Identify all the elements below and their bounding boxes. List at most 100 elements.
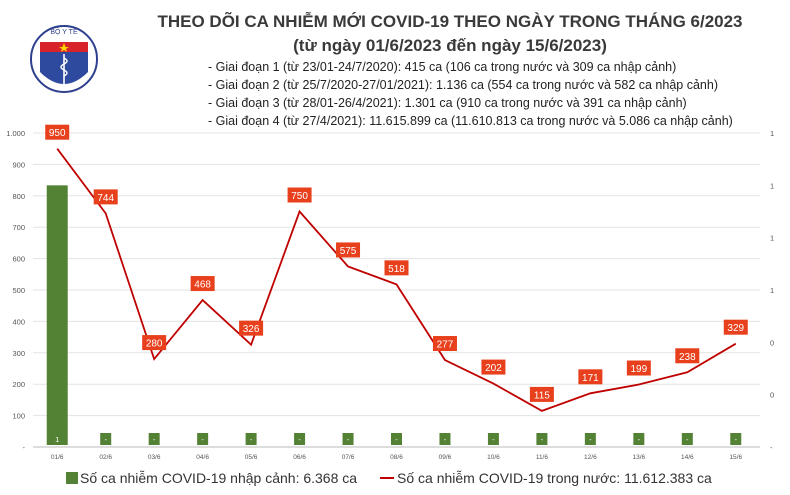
line-data-label-box [723,319,748,335]
x-tick-label: 11/6 [536,454,549,461]
line-data-label: 575 [340,246,357,257]
line-data-label-box [529,386,554,402]
line-data-label: 950 [49,128,66,139]
legend-swatch-line [380,477,394,479]
bar-data-label: - [298,435,301,444]
line-data-label-box [45,124,70,140]
line-series [56,148,737,412]
left-tick-label: - [23,443,26,452]
left-tick-label: 900 [12,160,25,169]
right-tick-label: - [770,443,773,452]
line-data-label: 468 [194,280,211,291]
right-tick-label: 1 [770,129,774,138]
bar [391,433,402,445]
line-data-label-box [384,260,409,276]
bar-data-label: - [541,435,544,444]
right-tick-label: 1 [770,286,774,295]
phase-3-note: - Giai đoạn 3 (từ 28/01-26/4/2021): 1.30… [208,96,687,110]
x-tick-label: 04/6 [196,454,209,461]
line-data-label: 744 [97,193,114,204]
x-tick-label: 09/6 [439,454,452,461]
line-data-label-box [578,369,603,385]
bar [439,433,451,445]
chart-subtitle: (từ ngày 01/6/2023 đến ngày 15/6/2023) [293,36,607,55]
line-data-label-box [190,276,215,292]
bar-data-label: - [347,435,350,444]
x-tick-label: 06/6 [293,454,306,461]
legend-item-domestic: Số ca nhiễm COVID-19 trong nước: 11.612.… [380,470,712,486]
ministry-of-health-logo: BỘ Y TẾ [30,25,98,93]
legend-label-domestic: Số ca nhiễm COVID-19 trong nước: 11.612.… [397,470,712,486]
line-data-label-box [142,335,167,351]
x-tick-label: 12/6 [584,454,597,461]
bar-data-label: - [686,435,689,444]
line-data-label: 199 [630,364,647,375]
x-tick-label: 03/6 [148,454,161,461]
line-data-label: 518 [388,264,405,275]
bar-data-label: - [250,435,253,444]
phase-2-note: - Giai đoạn 2 (từ 25/7/2020-27/01/2021):… [208,78,718,92]
bar-data-label: - [444,435,447,444]
bar [730,433,742,445]
right-tick-label: 0 [770,338,774,347]
left-tick-label: 500 [12,286,25,295]
bar-data-label: 1 [55,435,59,444]
line-data-label: 329 [727,323,744,334]
bar [46,185,68,446]
bar [197,433,209,445]
bar [342,433,354,445]
line-data-label-box [481,359,506,375]
line-data-label-box [626,360,651,376]
line-data-label-box [336,242,361,258]
bar-data-label: - [201,435,204,444]
x-tick-label: 07/6 [342,454,355,461]
line-data-label: 750 [291,191,308,202]
left-tick-label: 800 [12,192,25,201]
line-data-label: 277 [437,340,454,351]
bar [633,433,645,445]
line-data-label: 171 [582,373,599,384]
x-tick-label: 15/6 [729,454,742,461]
x-tick-label: 01/6 [51,454,64,461]
phase-4-note: - Giai đoạn 4 (từ 27/4/2021): 11.615.899… [208,114,733,128]
left-tick-label: 200 [12,380,25,389]
left-tick-label: 700 [12,223,25,232]
bar-data-label: - [638,435,641,444]
right-tick-label: 1 [770,234,774,243]
bar-data-label: - [492,435,495,444]
line-data-label-box [432,336,457,352]
right-tick-label: 1 [770,181,774,190]
bar-data-label: - [589,435,592,444]
line-data-label: 202 [485,363,502,374]
line-data-label: 326 [243,324,260,335]
legend-label-imported: Số ca nhiễm COVID-19 nhập cảnh: 6.368 ca [80,470,358,486]
x-tick-label: 10/6 [487,454,500,461]
line-data-label: 238 [679,352,696,363]
x-tick-label: 02/6 [99,454,112,461]
legend-item-imported: Số ca nhiễm COVID-19 nhập cảnh: 6.368 ca [66,470,357,486]
chart-title: THEO DÕI CA NHIỄM MỚI COVID-19 THEO NGÀY… [157,12,743,31]
bar [294,433,306,445]
x-tick-label: 14/6 [681,454,694,461]
left-tick-label: 600 [12,255,25,264]
bar [148,433,160,445]
left-tick-label: 1.000 [6,129,25,138]
bar [584,433,596,445]
line-data-label-box [675,348,700,364]
bar [487,433,499,445]
bar-data-label: - [395,435,398,444]
x-tick-label: 08/6 [390,454,403,461]
x-tick-label: 05/6 [245,454,258,461]
left-tick-label: 400 [12,317,25,326]
left-tick-label: 100 [12,412,25,421]
line-data-label: 280 [146,339,163,350]
bar-data-label: - [735,435,738,444]
bar [245,433,257,445]
bar-data-label: - [104,435,107,444]
bar [100,433,112,445]
legend-swatch-bar [66,472,78,484]
x-tick-label: 13/6 [633,454,646,461]
line-data-label: 115 [534,390,550,401]
